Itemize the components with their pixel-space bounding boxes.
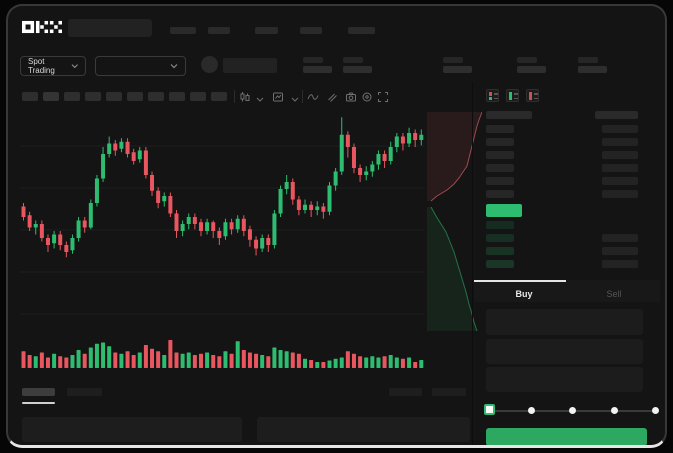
toolbar-divider: [234, 90, 235, 103]
timeframe-button[interactable]: [211, 92, 227, 101]
slider-step-dot[interactable]: [652, 407, 659, 414]
total-input[interactable]: [486, 367, 643, 392]
bottom-action-button[interactable]: [432, 388, 466, 396]
ask-row-amount: [602, 125, 638, 133]
timeframe-button[interactable]: [127, 92, 143, 101]
active-tab-indicator: [474, 280, 566, 282]
line-tool-icon[interactable]: [307, 90, 319, 102]
slider-step-dot[interactable]: [569, 407, 576, 414]
slider-step-dot[interactable]: [528, 407, 535, 414]
order-tabbar: [474, 280, 660, 302]
chevron-down-icon: [170, 64, 178, 69]
chevron-down-icon[interactable]: [289, 93, 301, 105]
toolbar-divider: [302, 90, 303, 103]
slider-step-dot[interactable]: [611, 407, 618, 414]
bottom-tab[interactable]: [67, 388, 102, 396]
amount-input[interactable]: [486, 339, 643, 364]
bottom-tab-underline: [22, 402, 55, 404]
bid-row-amount: [602, 247, 638, 255]
panel-divider: [472, 82, 473, 445]
tab-sell[interactable]: Sell: [606, 289, 622, 299]
nav-item[interactable]: [255, 27, 278, 34]
bid-row-amount: [602, 260, 638, 268]
last-price-badge[interactable]: [486, 204, 522, 217]
nav-item[interactable]: [348, 27, 375, 34]
bid-row-price[interactable]: [486, 234, 514, 242]
bottom-tab-active[interactable]: [22, 388, 55, 396]
book-bids-icon[interactable]: [506, 89, 519, 102]
bid-row-price[interactable]: [486, 221, 514, 229]
settings-icon[interactable]: [361, 90, 373, 102]
timeframe-button[interactable]: [22, 92, 38, 101]
bid-row-amount: [602, 234, 638, 242]
camera-icon[interactable]: [345, 90, 357, 102]
slider-handle[interactable]: [484, 404, 495, 415]
bid-row-price[interactable]: [486, 260, 514, 268]
bottom-panel-right: [257, 417, 470, 442]
top-nav-bar: [8, 6, 665, 50]
okx-logo: [22, 20, 62, 34]
ask-row-price[interactable]: [486, 177, 514, 185]
ask-row-amount: [602, 138, 638, 146]
app-window: Spot Trading: [6, 4, 667, 448]
ask-row-amount: [602, 190, 638, 198]
fullscreen-icon[interactable]: [377, 90, 389, 102]
pair-search-dropdown[interactable]: [95, 56, 186, 76]
nav-item[interactable]: [300, 27, 322, 34]
brand-placeholder: [68, 19, 152, 37]
compare-icon[interactable]: [326, 90, 338, 102]
timeframe-button[interactable]: [64, 92, 80, 101]
ask-row-price[interactable]: [486, 190, 514, 198]
indicator-icon[interactable]: [272, 90, 284, 102]
tab-buy[interactable]: Buy: [515, 289, 533, 299]
book-asks-icon[interactable]: [526, 89, 539, 102]
ask-row-amount: [602, 151, 638, 159]
nav-item[interactable]: [208, 27, 230, 34]
buy-submit-button[interactable]: [486, 428, 647, 445]
timeframe-button[interactable]: [169, 92, 185, 101]
price-input[interactable]: [486, 309, 643, 335]
timeframe-button[interactable]: [85, 92, 101, 101]
ask-row-amount: [602, 177, 638, 185]
ask-row-price[interactable]: [486, 125, 514, 133]
book-both-icon[interactable]: [486, 89, 499, 102]
chevron-down-icon[interactable]: [254, 93, 266, 105]
nav-item[interactable]: [170, 27, 196, 34]
ask-row-price[interactable]: [486, 138, 514, 146]
bottom-panel-left: [22, 417, 242, 442]
depth-chart: [427, 111, 482, 332]
candle-type-icon[interactable]: [239, 90, 251, 102]
ask-row-price[interactable]: [486, 151, 514, 159]
timeframe-button[interactable]: [106, 92, 122, 101]
market-type-label: Spot Trading: [28, 57, 55, 75]
coin-icon: [201, 56, 218, 73]
orderbook-header-price: [486, 111, 532, 119]
orderbook-header-amount: [595, 111, 638, 119]
volume-pane: [21, 340, 424, 368]
bottom-action-button[interactable]: [389, 388, 422, 396]
market-type-selector[interactable]: Spot Trading: [20, 56, 86, 76]
timeframe-button[interactable]: [190, 92, 206, 101]
bid-row-price[interactable]: [486, 247, 514, 255]
chevron-down-icon: [71, 64, 78, 69]
timeframe-button[interactable]: [148, 92, 164, 101]
ask-row-price[interactable]: [486, 164, 514, 172]
pair-name-placeholder: [223, 58, 277, 73]
timeframe-button[interactable]: [43, 92, 59, 101]
candlestick-chart[interactable]: [20, 106, 425, 341]
ask-row-amount: [602, 164, 638, 172]
